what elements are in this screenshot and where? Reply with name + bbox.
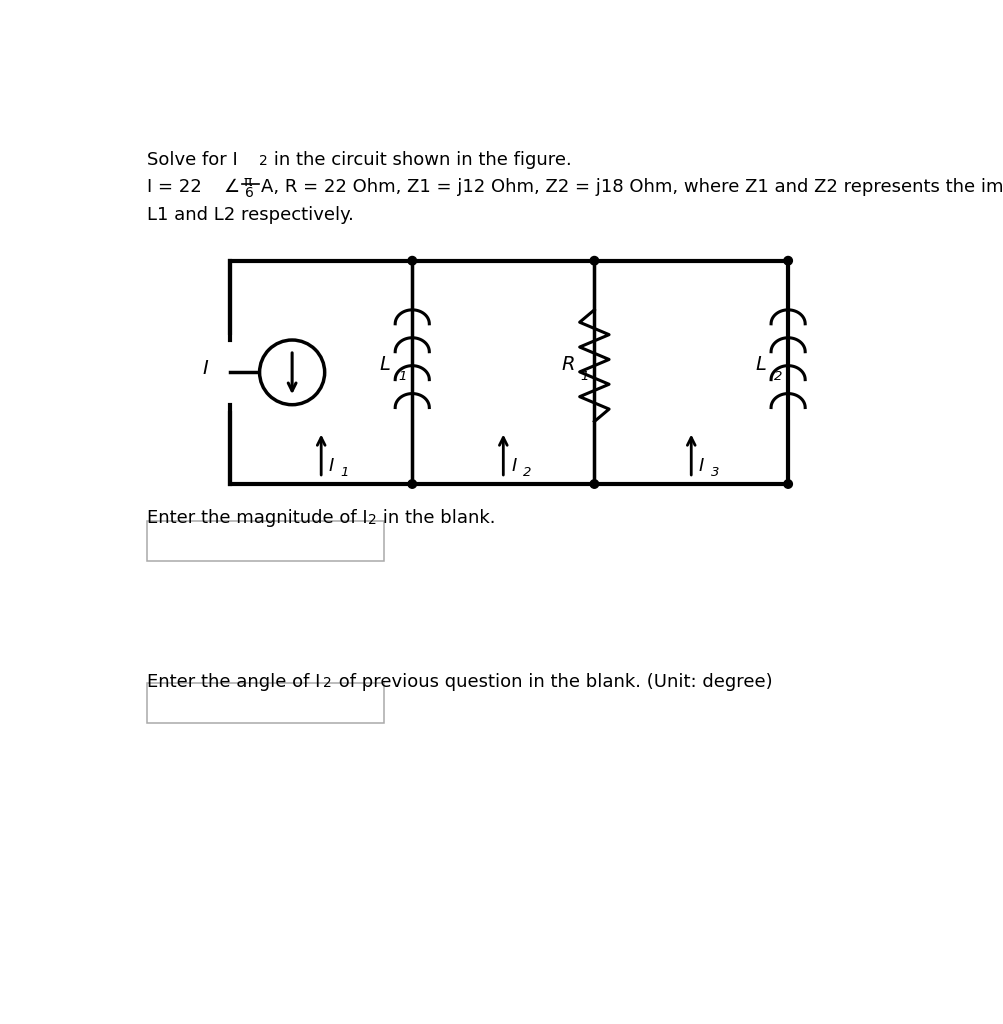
Text: 1: 1 [580,370,588,383]
Text: 2: 2 [773,370,781,383]
Text: Enter the angle of I: Enter the angle of I [147,673,320,690]
Text: L1 and L2 respectively.: L1 and L2 respectively. [147,206,354,224]
Text: A, R = 22 Ohm, Z1 = j12 Ohm, Z2 = j18 Ohm, where Z1 and Z2 represents the impeda: A, R = 22 Ohm, Z1 = j12 Ohm, Z2 = j18 Oh… [261,178,1003,197]
Circle shape [407,256,416,265]
FancyBboxPatch shape [147,683,383,723]
Text: in the blank.: in the blank. [377,509,495,527]
FancyBboxPatch shape [147,521,383,561]
Text: I = 22: I = 22 [147,178,202,197]
Text: 3: 3 [710,466,718,478]
Circle shape [590,480,598,488]
Text: 2: 2 [259,154,267,168]
Circle shape [783,256,791,265]
Text: I: I [203,359,209,378]
Text: I: I [698,457,703,475]
Text: π: π [243,175,252,189]
Text: 2: 2 [368,512,376,526]
Circle shape [783,480,791,488]
Circle shape [407,480,416,488]
Text: I: I [329,457,334,475]
Text: 2: 2 [323,676,332,690]
Text: Enter the magnitude of I: Enter the magnitude of I [147,509,367,527]
Text: Solve for I: Solve for I [147,151,238,169]
Text: 6: 6 [245,186,254,200]
Text: 1: 1 [340,466,349,478]
Bar [230,261,787,484]
Circle shape [260,340,324,404]
Text: ∠: ∠ [224,178,240,197]
Text: in the circuit shown in the figure.: in the circuit shown in the figure. [268,151,572,169]
Text: of previous question in the blank. (Unit: degree): of previous question in the blank. (Unit… [333,673,772,690]
Text: L: L [755,355,765,374]
Text: R: R [562,355,575,374]
Text: I: I [511,457,516,475]
Text: 1: 1 [398,370,406,383]
Text: 2: 2 [523,466,531,478]
Circle shape [590,256,598,265]
Text: L: L [379,355,390,374]
